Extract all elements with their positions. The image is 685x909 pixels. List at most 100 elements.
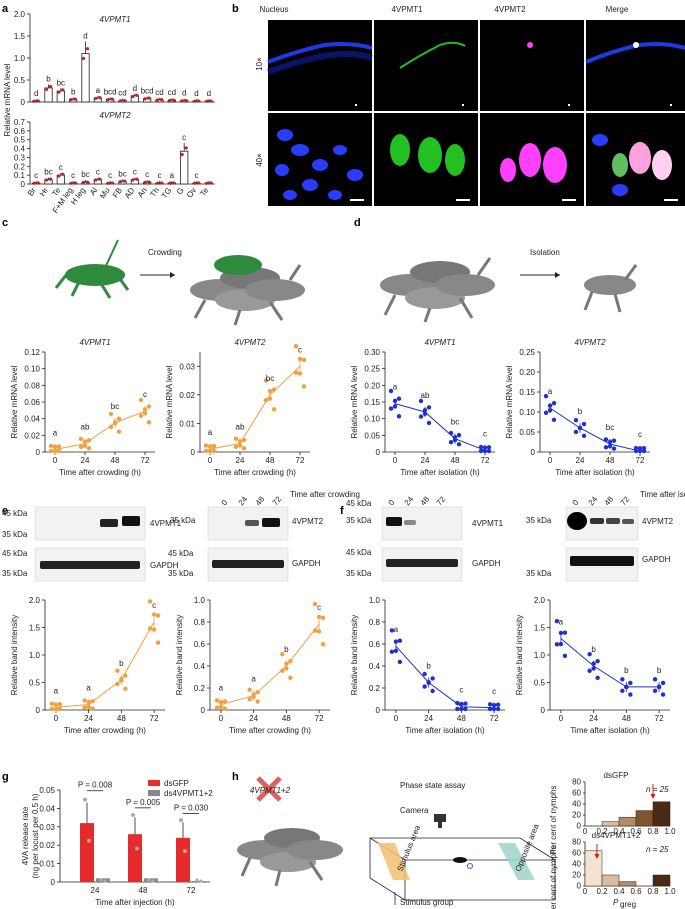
x-tick-label: 0.8 bbox=[647, 827, 659, 836]
sig-letter: d bbox=[133, 84, 137, 93]
data-point bbox=[495, 706, 501, 712]
data-point bbox=[199, 879, 203, 883]
x-tick-label: 0.6 bbox=[630, 827, 642, 836]
hist-ylabel-2: Per cent of nymphs bbox=[549, 846, 558, 909]
y-tick-label: 0.15 bbox=[364, 398, 380, 407]
data-point bbox=[551, 417, 557, 422]
data-point bbox=[172, 98, 176, 102]
arena-box: Stimulus area Opposite area bbox=[369, 822, 556, 901]
data-point bbox=[146, 404, 152, 409]
panel-a-title-1: 4VPMT1 bbox=[99, 15, 130, 24]
data-point bbox=[81, 56, 86, 61]
sig-letter: a bbox=[393, 383, 398, 392]
x-tick-label: 72 bbox=[315, 714, 324, 723]
y-tick-label: 0.5 bbox=[14, 136, 26, 145]
data-point bbox=[633, 448, 639, 454]
panel-c-chart-2: 0 0.01 0.02 0.03 0 24 48 72 a ab bc c Time after cro… bbox=[165, 343, 310, 477]
kda-e1b: 35 kDa bbox=[2, 530, 28, 539]
histogram-bar bbox=[635, 810, 654, 827]
y-tick-label: 0.8 bbox=[194, 618, 206, 627]
sig-letter: a bbox=[96, 86, 101, 95]
col-4vpmt2: 4VPMT2 bbox=[494, 5, 526, 14]
y-tick-label: 1.5 bbox=[14, 32, 26, 41]
x-tick-label: 24 bbox=[589, 714, 598, 723]
y-tick-label: 0 bbox=[36, 706, 41, 715]
y-tick-label: 0 bbox=[51, 878, 56, 887]
data-point bbox=[211, 448, 217, 454]
data-point bbox=[116, 416, 122, 421]
histogram-bar bbox=[618, 816, 637, 827]
y-tick-label: 0.5 bbox=[14, 76, 26, 85]
data-point bbox=[32, 99, 36, 103]
sig-letter: d bbox=[34, 89, 38, 98]
series-line bbox=[549, 407, 641, 452]
y-tick-label: 80 bbox=[572, 778, 581, 787]
lane-f1-0: 0 bbox=[387, 498, 397, 508]
time-after-crowding-label: Time after crowding bbox=[290, 490, 360, 499]
data-point bbox=[293, 370, 299, 375]
data-point bbox=[90, 699, 95, 704]
y-tick-label: 0.20 bbox=[364, 381, 380, 390]
kda-f2: 35 kDa bbox=[526, 516, 552, 525]
panel-d-chart-2: 0 0.05 0.10 0.15 0.20 0.25 0 24 48 72 a b bc c Time af… bbox=[505, 348, 650, 477]
data-point bbox=[396, 396, 402, 401]
kda-f3a: 45 kDa bbox=[346, 548, 372, 557]
data-point bbox=[78, 436, 84, 442]
micrograph-10x-merge bbox=[586, 20, 685, 111]
band-f2-label: 4VPMT2 bbox=[642, 517, 674, 526]
data-point bbox=[603, 445, 609, 450]
data-point bbox=[143, 180, 147, 185]
x-tick-label: 0 bbox=[548, 456, 553, 465]
histogram-bar bbox=[601, 821, 620, 827]
kda-e4a: 45 kDa bbox=[168, 549, 194, 558]
lane-labels-f1: 0 24 48 72 bbox=[387, 494, 448, 507]
data-point bbox=[255, 699, 260, 704]
y-tick-label: 0.01 bbox=[39, 860, 55, 869]
sig-letter: a bbox=[559, 618, 564, 627]
data-point bbox=[628, 692, 633, 697]
data-point bbox=[147, 96, 151, 100]
data-point bbox=[155, 640, 161, 645]
data-point bbox=[147, 878, 151, 882]
data-point bbox=[192, 181, 197, 185]
y-tick-label: 0.03 bbox=[39, 823, 55, 832]
y-axis-label: Relative band intensity bbox=[10, 615, 19, 696]
panel-c-label: c bbox=[2, 217, 8, 229]
opposite-area-label: Opposite area bbox=[514, 822, 541, 872]
sig-letter: b bbox=[426, 662, 431, 671]
kda-e3a: 45 kDa bbox=[2, 549, 28, 558]
data-point bbox=[155, 181, 160, 185]
data-point bbox=[478, 444, 484, 450]
sig-letter: c bbox=[59, 163, 63, 172]
band-e1-label: 4VPMT1 bbox=[150, 519, 182, 528]
y-tick-label: 20 bbox=[572, 871, 581, 880]
y-tick-label: 0 bbox=[376, 706, 381, 715]
data-point bbox=[123, 673, 128, 678]
data-point bbox=[426, 405, 432, 410]
histogram-bar bbox=[652, 874, 671, 887]
data-point bbox=[48, 177, 53, 181]
series-line bbox=[55, 621, 155, 708]
data-point bbox=[146, 420, 152, 425]
data-point bbox=[288, 659, 293, 664]
x-tick-label: 0.4 bbox=[613, 827, 625, 836]
data-point bbox=[233, 436, 239, 441]
x-tick-label: Ov bbox=[185, 186, 198, 200]
y-tick-label: 0 bbox=[541, 706, 546, 715]
panel-d-label: d bbox=[354, 217, 361, 229]
sig-letter: a bbox=[170, 171, 175, 180]
data-point bbox=[209, 99, 213, 103]
p-value: P = 0.005 bbox=[126, 798, 161, 807]
data-point bbox=[195, 878, 199, 882]
data-point bbox=[49, 706, 55, 712]
data-point bbox=[486, 445, 492, 450]
mean-arrowhead bbox=[594, 854, 600, 859]
data-point bbox=[48, 84, 53, 89]
crowding-label: Crowding bbox=[148, 248, 182, 257]
data-point bbox=[595, 659, 600, 664]
data-point bbox=[32, 181, 36, 185]
sig-letter: c bbox=[108, 171, 112, 180]
data-point bbox=[168, 181, 172, 185]
crossed-gene-label: 4VPMT1+2 bbox=[250, 786, 291, 795]
x-axis-label: Time after crowding (h) bbox=[64, 726, 146, 735]
